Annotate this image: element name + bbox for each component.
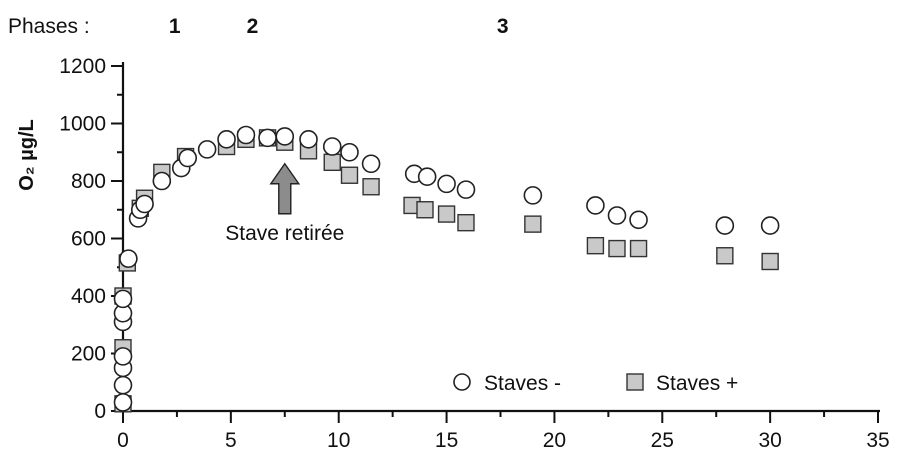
- data-point-staves-minus: [437, 174, 456, 194]
- data-point-staves-plus: [416, 201, 434, 219]
- data-point-staves-minus: [607, 206, 627, 225]
- data-point-staves-plus: [608, 239, 626, 258]
- data-point-staves-minus: [178, 148, 198, 168]
- legend-label-staves-minus: Staves -: [484, 372, 561, 395]
- phase-number: 3: [497, 15, 509, 38]
- annotation: Stave retirée: [225, 162, 344, 245]
- y-tick-label: 200: [71, 343, 106, 366]
- data-point-staves-minus: [236, 125, 256, 145]
- legend-square-marker: [626, 373, 644, 391]
- data-point-staves-minus: [715, 216, 735, 235]
- x-tick-label: 5: [225, 429, 237, 452]
- data-point-staves-plus: [437, 205, 456, 223]
- axes: 0 200 400 600 800 1000 1200 0 5 10 15 20 25 30 35: [59, 55, 889, 452]
- legend: Staves - Staves +: [453, 372, 738, 395]
- data-point-staves-minus: [113, 289, 133, 309]
- phases-label: Phases :: [8, 15, 90, 38]
- data-point-staves-minus: [275, 127, 295, 146]
- data-point-staves-minus: [417, 167, 437, 186]
- data-point-staves-minus: [197, 140, 217, 159]
- phase-number: 1: [169, 15, 181, 38]
- x-tick-label: 20: [543, 429, 566, 452]
- legend-circle-marker: [453, 373, 471, 391]
- data-point-staves-minus: [760, 216, 780, 235]
- data-point-staves-plus: [716, 247, 734, 265]
- data-point-staves-minus: [135, 194, 154, 214]
- data-point-staves-minus: [361, 154, 381, 174]
- data-point-staves-plus: [457, 213, 475, 232]
- data-point-staves-minus: [322, 137, 342, 156]
- data-point-staves-minus: [119, 249, 138, 268]
- data-point-staves-plus: [362, 178, 380, 196]
- data-point-staves-plus: [323, 153, 341, 172]
- x-tick-label: 25: [651, 429, 674, 452]
- data-points: [113, 125, 780, 413]
- data-point-staves-minus: [586, 196, 605, 215]
- arrow-up-icon: [269, 162, 301, 215]
- y-axis-label-group: O₂ µg/L: [16, 119, 38, 191]
- data-point-staves-minus: [523, 186, 543, 205]
- x-tick-label: 10: [327, 429, 350, 452]
- data-point-staves-minus: [299, 130, 318, 149]
- phase-number: 2: [247, 15, 259, 38]
- data-point-staves-minus: [152, 171, 172, 191]
- x-tick-label: 0: [117, 429, 129, 452]
- data-point-staves-minus: [456, 180, 476, 199]
- data-point-staves-minus: [340, 142, 359, 162]
- x-tick-label: 35: [866, 429, 889, 452]
- annotation-label: Stave retirée: [225, 222, 344, 245]
- data-point-staves-plus: [524, 215, 542, 233]
- phase-header: Phases : 1 2 3: [8, 15, 509, 38]
- data-point-staves-plus: [586, 236, 605, 255]
- data-point-staves-minus: [217, 130, 236, 149]
- y-axis-label: O₂ µg/L: [16, 119, 38, 191]
- x-tick-label: 30: [758, 429, 781, 452]
- data-point-staves-plus: [340, 166, 359, 184]
- data-point-staves-minus: [113, 347, 133, 366]
- y-tick-label: 1200: [59, 55, 106, 78]
- y-tick-label: 0: [94, 400, 106, 423]
- y-tick-label: 600: [71, 228, 106, 251]
- y-tick-label: 400: [71, 285, 106, 308]
- data-point-staves-minus: [113, 375, 133, 395]
- data-point-staves-minus: [258, 128, 277, 148]
- data-point-staves-minus: [629, 210, 648, 230]
- x-tick-label: 15: [435, 429, 458, 452]
- y-tick-label: 1000: [59, 113, 106, 136]
- data-point-staves-plus: [629, 239, 648, 258]
- legend-label-staves-plus: Staves +: [656, 372, 738, 395]
- data-point-staves-minus: [113, 393, 133, 412]
- data-point-staves-plus: [761, 252, 779, 271]
- y-tick-label: 800: [71, 170, 106, 193]
